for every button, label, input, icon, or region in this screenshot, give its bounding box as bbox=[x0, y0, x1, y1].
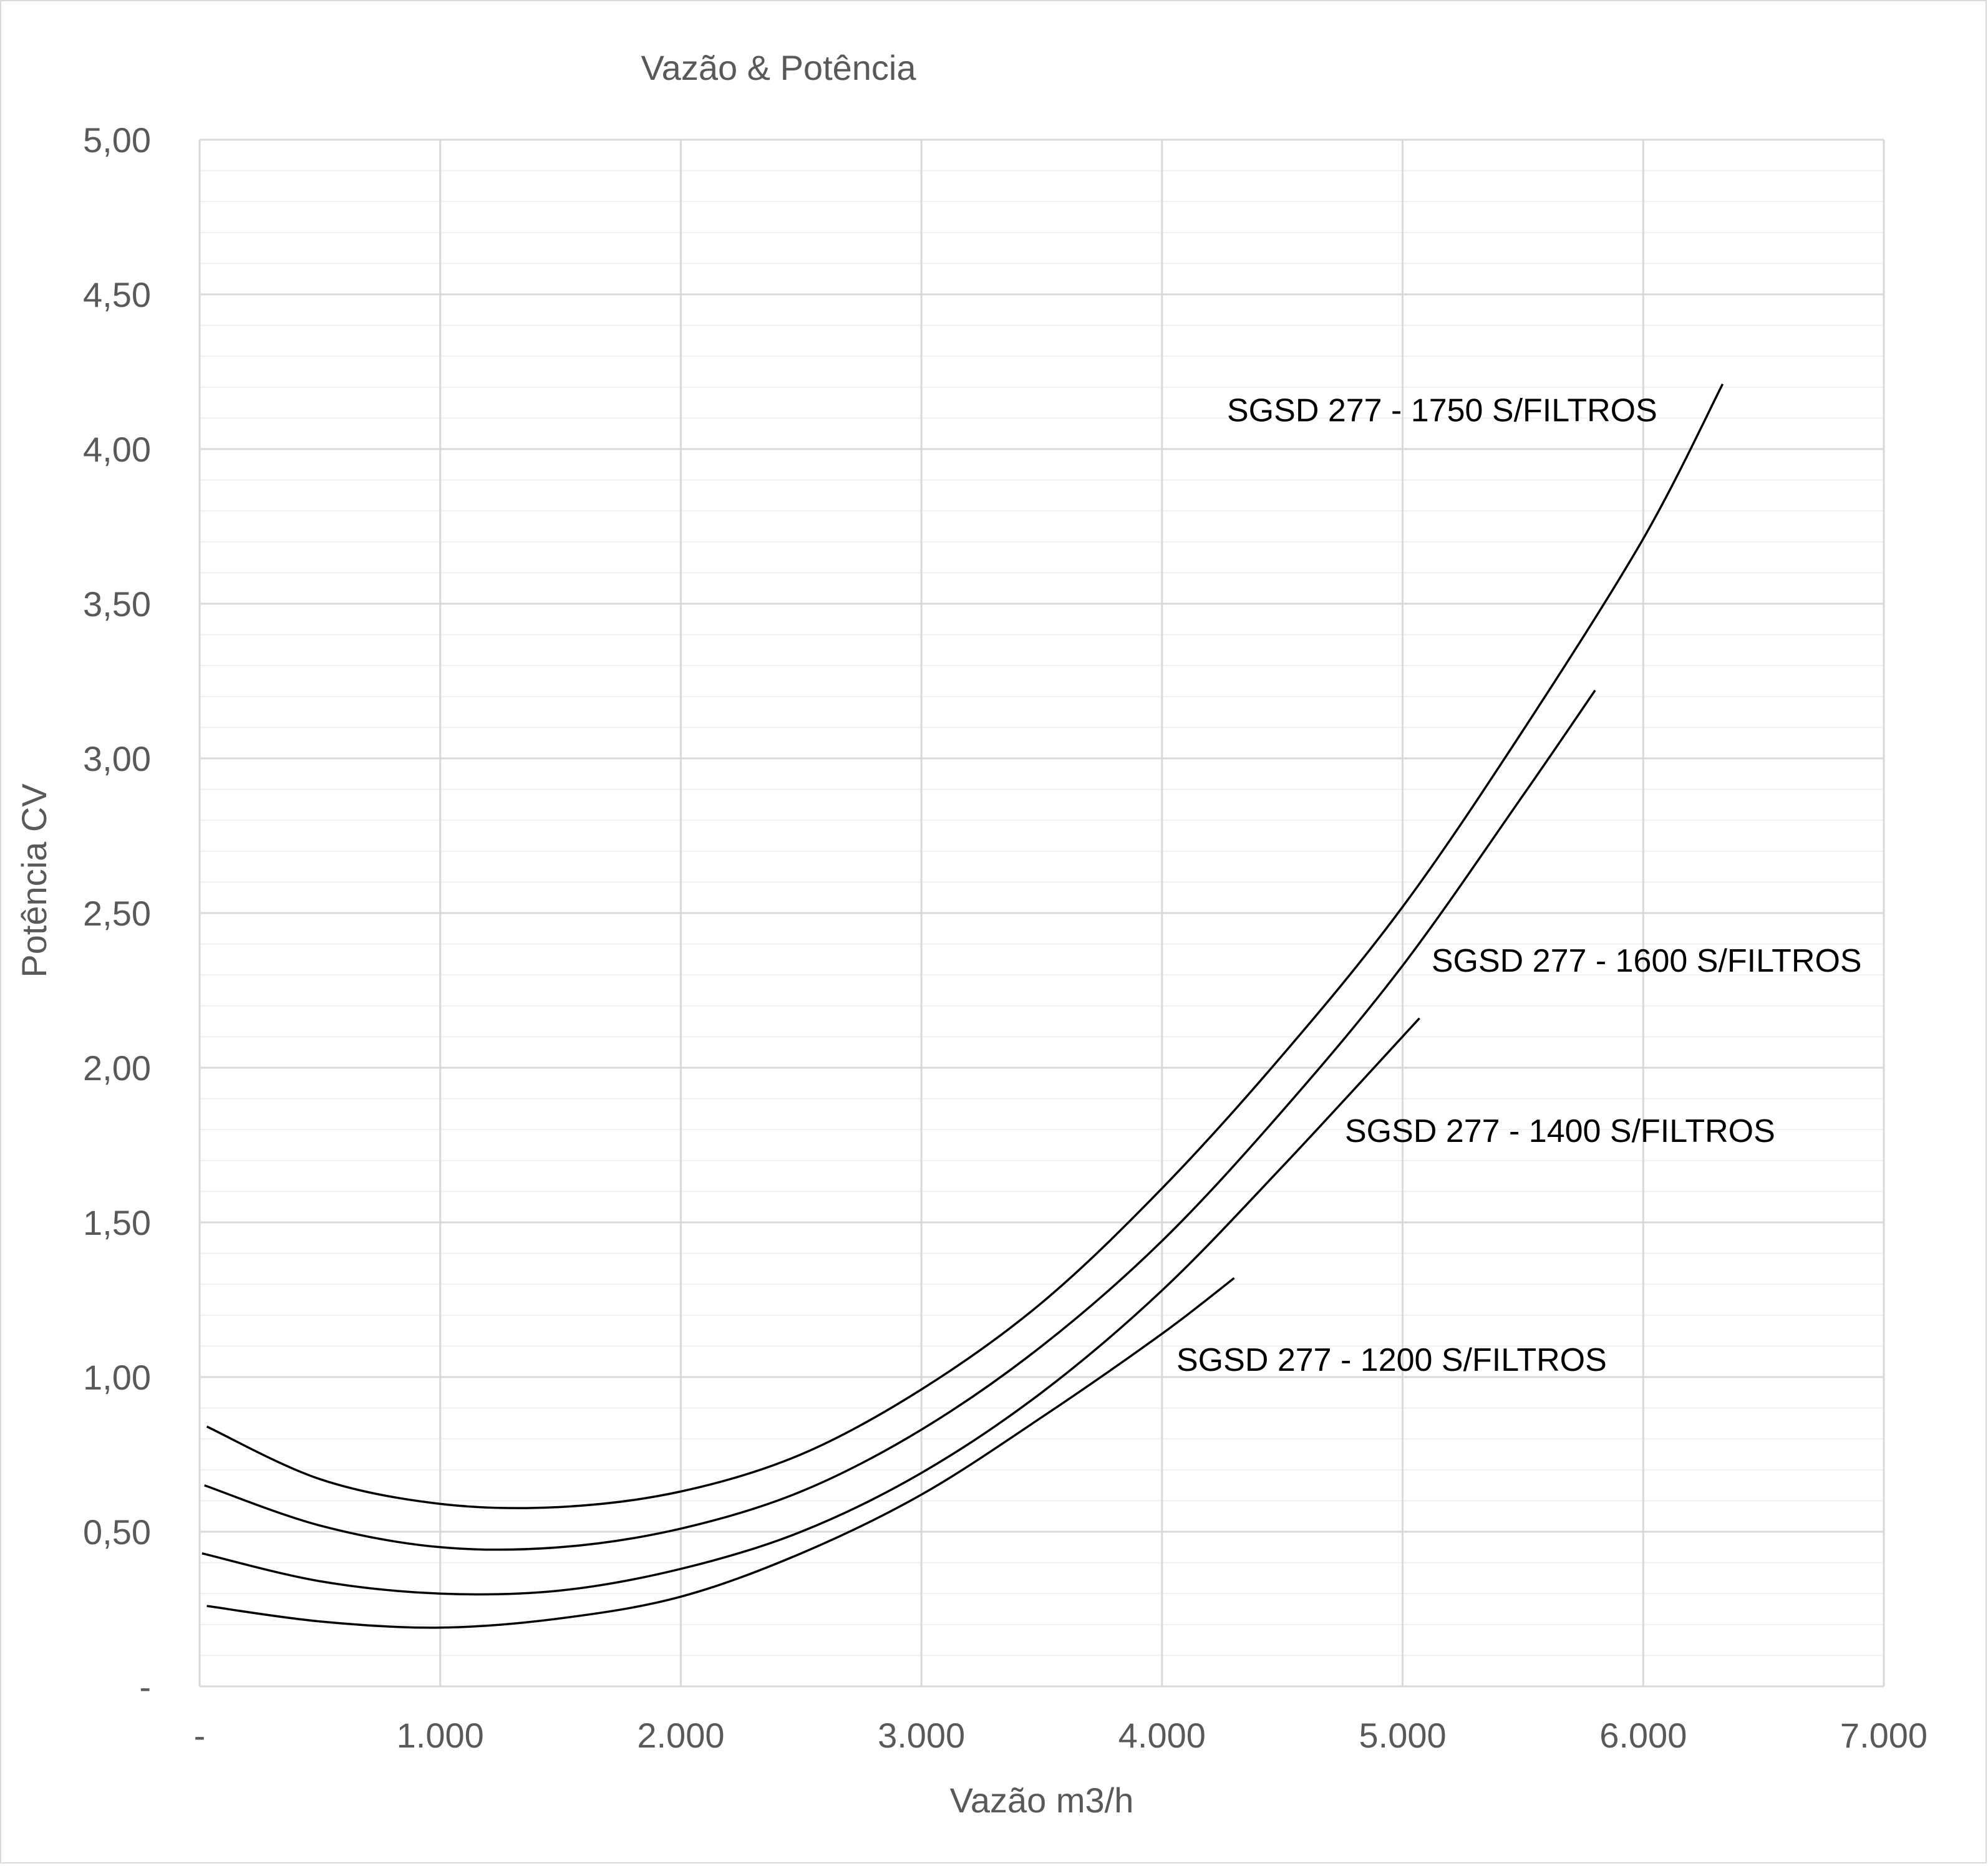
x-tick-labels: - 1.000 2.000 3.000 4.000 5.000 6.000 7.000 bbox=[194, 1716, 1927, 1755]
series-label: SGSD 277 - 1750 S/FILTROS bbox=[1227, 392, 1657, 428]
y-tick-label: 2,00 bbox=[83, 1048, 151, 1088]
x-axis-title: Vazão m3/h bbox=[950, 1781, 1134, 1820]
series-annotations: SGSD 277 - 1750 S/FILTROS SGSD 277 - 1600… bbox=[1176, 392, 1862, 1378]
series-line-3 bbox=[201, 1017, 1420, 1596]
y-tick-label: 2,50 bbox=[83, 894, 151, 933]
y-tick-label: 3,50 bbox=[83, 584, 151, 624]
series-line-4 bbox=[206, 1277, 1235, 1629]
y-tick-label: 4,00 bbox=[83, 430, 151, 469]
x-tick-label: 2.000 bbox=[637, 1716, 724, 1755]
x-tick-label: 4.000 bbox=[1118, 1716, 1206, 1755]
y-tick-label: 3,00 bbox=[83, 739, 151, 778]
y-axis-title: Potência CV bbox=[14, 783, 54, 978]
x-tick-label: 3.000 bbox=[878, 1716, 965, 1755]
series-label: SGSD 277 - 1400 S/FILTROS bbox=[1345, 1113, 1775, 1149]
x-tick-label: 5.000 bbox=[1359, 1716, 1447, 1755]
y-tick-labels: - 0,50 1,00 1,50 2,00 2,50 3,00 3,50 4,00 4,50 5,0… bbox=[83, 120, 151, 1706]
series-line-2 bbox=[204, 689, 1596, 1551]
x-tick-label: 1.000 bbox=[397, 1716, 484, 1755]
y-tick-label: 1,00 bbox=[83, 1358, 151, 1397]
x-tick-label: 6.000 bbox=[1599, 1716, 1687, 1755]
y-tick-label: 1,50 bbox=[83, 1203, 151, 1242]
y-tick-label: 0,50 bbox=[83, 1512, 151, 1552]
x-tick-label: - bbox=[194, 1716, 206, 1755]
gridlines bbox=[198, 138, 1885, 1688]
series-label: SGSD 277 - 1600 S/FILTROS bbox=[1432, 943, 1862, 979]
chart-title: Vazão & Potência bbox=[641, 48, 916, 87]
series-line-1 bbox=[206, 384, 1724, 1509]
y-tick-label: 4,50 bbox=[83, 275, 151, 314]
y-tick-label: 5,00 bbox=[83, 120, 151, 160]
x-tick-label: 7.000 bbox=[1840, 1716, 1927, 1755]
y-tick-label: - bbox=[139, 1667, 151, 1706]
series-curves bbox=[201, 384, 1724, 1629]
series-label: SGSD 277 - 1200 S/FILTROS bbox=[1176, 1342, 1607, 1378]
